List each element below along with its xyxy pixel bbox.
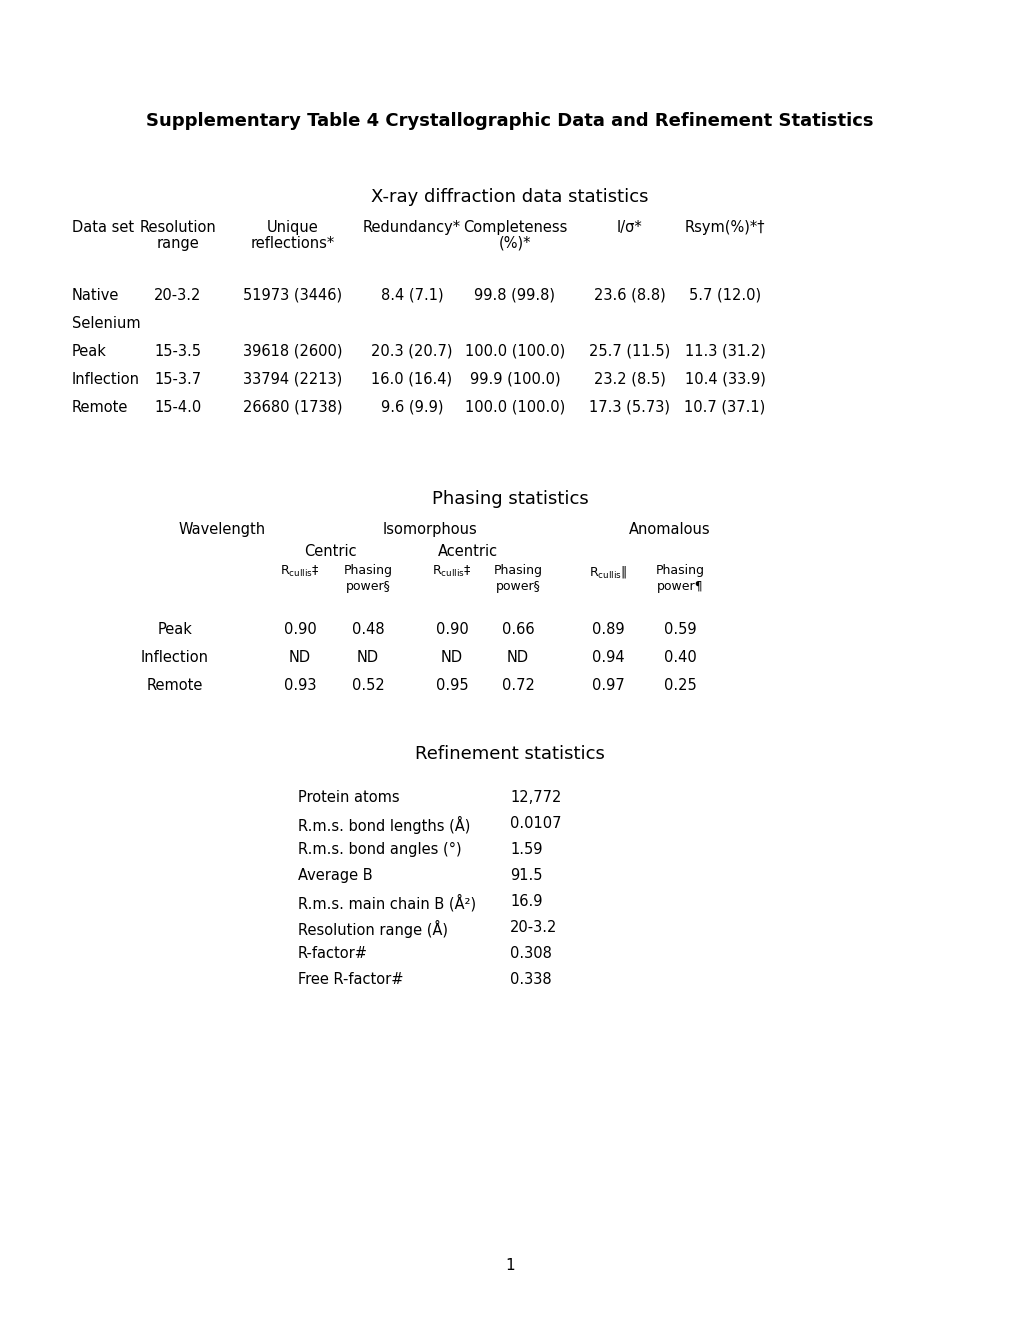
Text: 23.2 (8.5): 23.2 (8.5) — [593, 372, 665, 387]
Text: Free R-factor#: Free R-factor# — [298, 972, 404, 987]
Text: reflections*: reflections* — [251, 236, 335, 251]
Text: 1.59: 1.59 — [510, 842, 542, 857]
Text: R.m.s. main chain B (Å²): R.m.s. main chain B (Å²) — [298, 894, 476, 912]
Text: 39618 (2600): 39618 (2600) — [243, 345, 342, 359]
Text: 11.3 (31.2): 11.3 (31.2) — [684, 345, 764, 359]
Text: power§: power§ — [495, 579, 540, 593]
Text: 0.52: 0.52 — [352, 678, 384, 693]
Text: Selenium: Selenium — [72, 315, 141, 331]
Text: I/σ*: I/σ* — [616, 220, 642, 235]
Text: ND: ND — [506, 649, 529, 665]
Text: Redundancy*: Redundancy* — [363, 220, 461, 235]
Text: 51973 (3446): 51973 (3446) — [244, 288, 342, 304]
Text: 20-3.2: 20-3.2 — [154, 288, 202, 304]
Text: 0.66: 0.66 — [501, 622, 534, 638]
Text: 0.95: 0.95 — [435, 678, 468, 693]
Text: $\mathregular{R}_{\mathregular{cullis}}$‡: $\mathregular{R}_{\mathregular{cullis}}$… — [280, 564, 319, 579]
Text: 100.0 (100.0): 100.0 (100.0) — [465, 400, 565, 414]
Text: Remote: Remote — [147, 678, 203, 693]
Text: 0.90: 0.90 — [435, 622, 468, 638]
Text: 15-3.7: 15-3.7 — [154, 372, 202, 387]
Text: Resolution: Resolution — [140, 220, 216, 235]
Text: Isomorphous: Isomorphous — [382, 521, 477, 537]
Text: ND: ND — [288, 649, 311, 665]
Text: 0.93: 0.93 — [283, 678, 316, 693]
Text: 1: 1 — [504, 1258, 515, 1272]
Text: 33794 (2213): 33794 (2213) — [244, 372, 342, 387]
Text: $\mathregular{R}_{\mathregular{cullis}}$‡: $\mathregular{R}_{\mathregular{cullis}}$… — [432, 564, 471, 579]
Text: Phasing: Phasing — [343, 564, 392, 577]
Text: 0.94: 0.94 — [591, 649, 624, 665]
Text: Inflection: Inflection — [141, 649, 209, 665]
Text: 17.3 (5.73): 17.3 (5.73) — [589, 400, 669, 414]
Text: range: range — [157, 236, 199, 251]
Text: Protein atoms: Protein atoms — [298, 789, 399, 805]
Text: Anomalous: Anomalous — [629, 521, 710, 537]
Text: Inflection: Inflection — [72, 372, 140, 387]
Text: 15-3.5: 15-3.5 — [154, 345, 202, 359]
Text: 25.7 (11.5): 25.7 (11.5) — [589, 345, 669, 359]
Text: Resolution range (Å): Resolution range (Å) — [298, 920, 447, 939]
Text: 0.25: 0.25 — [663, 678, 696, 693]
Text: 5.7 (12.0): 5.7 (12.0) — [688, 288, 760, 304]
Text: Peak: Peak — [157, 622, 193, 638]
Text: 0.308: 0.308 — [510, 946, 551, 961]
Text: 10.4 (33.9): 10.4 (33.9) — [684, 372, 764, 387]
Text: 0.338: 0.338 — [510, 972, 551, 987]
Text: 16.0 (16.4): 16.0 (16.4) — [371, 372, 452, 387]
Text: 91.5: 91.5 — [510, 869, 542, 883]
Text: 100.0 (100.0): 100.0 (100.0) — [465, 345, 565, 359]
Text: R.m.s. bond lengths (Å): R.m.s. bond lengths (Å) — [298, 816, 470, 834]
Text: Wavelength: Wavelength — [178, 521, 265, 537]
Text: 26680 (1738): 26680 (1738) — [243, 400, 342, 414]
Text: 0.90: 0.90 — [283, 622, 316, 638]
Text: 0.97: 0.97 — [591, 678, 624, 693]
Text: 9.6 (9.9): 9.6 (9.9) — [380, 400, 443, 414]
Text: $\mathregular{R}_{\mathregular{cullis}}$‖: $\mathregular{R}_{\mathregular{cullis}}$… — [588, 564, 627, 579]
Text: Native: Native — [72, 288, 119, 304]
Text: power§: power§ — [345, 579, 390, 593]
Text: 0.72: 0.72 — [501, 678, 534, 693]
Text: R-factor#: R-factor# — [298, 946, 368, 961]
Text: Average B: Average B — [298, 869, 372, 883]
Text: ND: ND — [357, 649, 379, 665]
Text: 0.40: 0.40 — [663, 649, 696, 665]
Text: 20-3.2: 20-3.2 — [510, 920, 556, 935]
Text: 20.3 (20.7): 20.3 (20.7) — [371, 345, 452, 359]
Text: 0.48: 0.48 — [352, 622, 384, 638]
Text: 99.8 (99.8): 99.8 (99.8) — [474, 288, 555, 304]
Text: Supplementary Table 4 Crystallographic Data and Refinement Statistics: Supplementary Table 4 Crystallographic D… — [146, 112, 873, 129]
Text: 10.7 (37.1): 10.7 (37.1) — [684, 400, 765, 414]
Text: 99.9 (100.0): 99.9 (100.0) — [469, 372, 559, 387]
Text: Remote: Remote — [72, 400, 128, 414]
Text: Data set: Data set — [72, 220, 133, 235]
Text: 0.0107: 0.0107 — [510, 816, 560, 832]
Text: 15-4.0: 15-4.0 — [154, 400, 202, 414]
Text: Unique: Unique — [267, 220, 319, 235]
Text: power¶: power¶ — [656, 579, 703, 593]
Text: 0.59: 0.59 — [663, 622, 696, 638]
Text: Completeness: Completeness — [463, 220, 567, 235]
Text: X-ray diffraction data statistics: X-ray diffraction data statistics — [371, 187, 648, 206]
Text: Acentric: Acentric — [437, 544, 497, 558]
Text: (%)*: (%)* — [498, 236, 531, 251]
Text: ND: ND — [440, 649, 463, 665]
Text: Phasing: Phasing — [655, 564, 704, 577]
Text: Peak: Peak — [72, 345, 107, 359]
Text: 8.4 (7.1): 8.4 (7.1) — [380, 288, 443, 304]
Text: Phasing: Phasing — [493, 564, 542, 577]
Text: 0.89: 0.89 — [591, 622, 624, 638]
Text: Centric: Centric — [304, 544, 356, 558]
Text: 23.6 (8.8): 23.6 (8.8) — [593, 288, 665, 304]
Text: R.m.s. bond angles (°): R.m.s. bond angles (°) — [298, 842, 462, 857]
Text: 16.9: 16.9 — [510, 894, 542, 909]
Text: Refinement statistics: Refinement statistics — [415, 744, 604, 763]
Text: 12,772: 12,772 — [510, 789, 560, 805]
Text: Phasing statistics: Phasing statistics — [431, 490, 588, 508]
Text: Rsym(%)*†: Rsym(%)*† — [684, 220, 764, 235]
